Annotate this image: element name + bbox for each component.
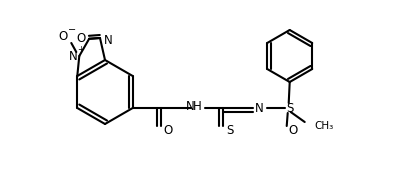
Text: S: S xyxy=(226,124,233,137)
Text: O: O xyxy=(163,124,172,137)
Text: −: − xyxy=(68,25,76,35)
Text: O: O xyxy=(76,32,86,45)
Text: O: O xyxy=(288,124,297,137)
Text: H: H xyxy=(193,101,202,114)
Text: O: O xyxy=(59,30,68,42)
Text: N: N xyxy=(69,50,78,63)
Text: N: N xyxy=(104,33,112,46)
Text: S: S xyxy=(286,103,293,115)
Text: N: N xyxy=(187,101,195,114)
Text: CH₃: CH₃ xyxy=(315,121,334,131)
Text: +: + xyxy=(77,44,84,54)
Text: N: N xyxy=(255,102,264,115)
